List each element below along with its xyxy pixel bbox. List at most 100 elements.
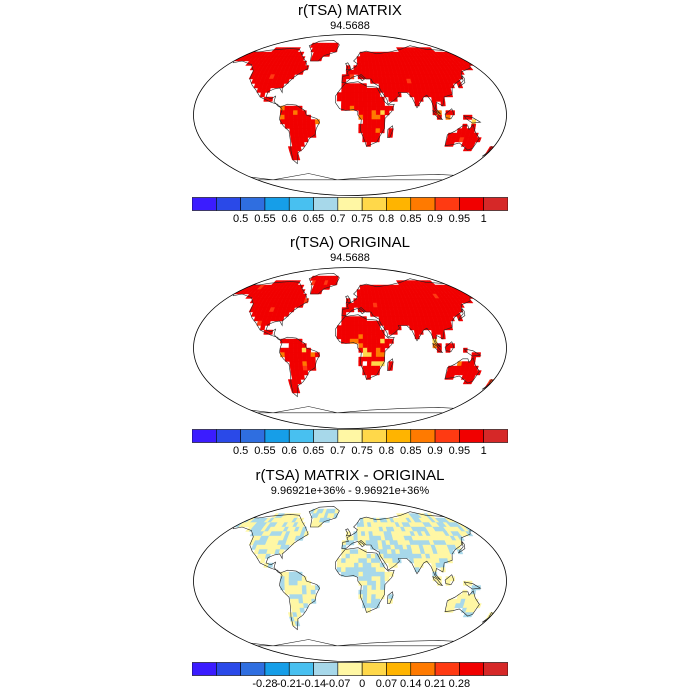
coastline-south-america <box>279 103 320 165</box>
colorbar-tick-label: 0 <box>359 678 366 690</box>
colorbar-tick-label: 0.8 <box>378 213 395 225</box>
data-cells <box>230 508 495 627</box>
colorbar-swatch <box>192 662 217 676</box>
map-panel-original: r(TSA) ORIGINAL 94.5688 0.5 0.55 0.6 0.65 0.… <box>0 232 700 462</box>
world-map <box>193 500 507 662</box>
colorbar-swatch <box>483 429 508 443</box>
coastline-africa <box>334 81 395 147</box>
colorbar-swatch <box>361 662 387 676</box>
colorbar-swatch <box>313 429 339 443</box>
colorbar-swatch <box>313 197 339 211</box>
colorbar-tick-labels: 0.5 0.55 0.6 0.65 0.7 0.75 0.8 0.85 0.9 0.95 1 <box>0 213 700 227</box>
colorbar-tick-label: 0.5 <box>232 445 249 457</box>
coastline-eurasia <box>341 45 475 115</box>
colorbar-tick-label: 0.6 <box>281 445 297 457</box>
colorbar-tick-label: 0.85 <box>400 445 422 457</box>
coastline-south-america <box>279 336 320 398</box>
colorbar-tick-label: 0.65 <box>302 213 325 225</box>
coastline-antarctica <box>226 639 472 647</box>
coastline-japan <box>458 541 466 554</box>
coastline-japan <box>458 308 466 321</box>
colorbar-tick-label: 0.8 <box>378 445 395 457</box>
colorbar-tick-label: 0.7 <box>330 213 346 225</box>
colorbar-tick-label: -0.14 <box>300 678 327 690</box>
colorbar-swatch <box>288 197 314 211</box>
map-panel-difference: r(TSA) MATRIX - ORIGINAL 9.96921e+36% - … <box>0 465 700 700</box>
colorbar-swatch <box>410 662 436 676</box>
panel-title: r(TSA) MATRIX - ORIGINAL <box>255 467 445 484</box>
coastline-japan <box>458 75 466 88</box>
coastline-north-america <box>232 514 309 575</box>
coastline-new-guinea <box>463 115 482 124</box>
colorbar-swatch <box>192 197 217 211</box>
coastlines <box>226 505 496 647</box>
coastline-africa <box>334 314 395 380</box>
colorbar-tick-label: -0.07 <box>325 678 351 690</box>
colorbar-tick-label: 0.65 <box>302 445 325 457</box>
colorbar-swatch <box>434 662 460 676</box>
coastline-new-guinea <box>463 581 482 590</box>
colorbar-swatch <box>483 662 508 676</box>
colorbar-tick-label: 0.9 <box>427 445 443 457</box>
colorbar-swatch <box>386 197 412 211</box>
map-border <box>193 267 507 429</box>
colorbar-tick-label: 1 <box>480 213 487 225</box>
coastline-sumatra <box>432 109 444 121</box>
colorbar-swatch <box>361 429 387 443</box>
colorbar-swatch <box>337 197 363 211</box>
colorbar-tick-labels: 0.5 0.55 0.6 0.65 0.7 0.75 0.8 0.85 0.9 0.95 1 <box>0 445 700 459</box>
colorbar-tick-label: 0.6 <box>281 213 297 225</box>
colorbar-tick-label: 0.75 <box>351 213 373 225</box>
coastline-antarctica <box>226 406 472 414</box>
world-map <box>193 267 507 429</box>
panel-subtitle: 94.5688 <box>330 252 370 264</box>
colorbar-swatch <box>410 429 436 443</box>
coastline-uk <box>345 62 352 71</box>
coastline-greenland <box>308 39 340 62</box>
colorbar-swatch <box>288 662 314 676</box>
coastline-madagascar <box>386 591 394 604</box>
coastline-greenland <box>308 272 340 295</box>
panel-title: r(TSA) ORIGINAL <box>289 234 410 251</box>
colorbar-swatch <box>337 429 363 443</box>
colorbar-swatch <box>410 197 436 211</box>
world-map <box>193 34 507 196</box>
coastline-uk <box>345 295 352 304</box>
coastline-borneo <box>444 108 455 119</box>
colorbar-tick-label: 0.28 <box>448 678 471 690</box>
colorbar-swatch <box>313 662 339 676</box>
colorbar-swatch <box>216 197 241 211</box>
colorbar-swatch <box>264 429 290 443</box>
coastline-africa <box>334 547 395 613</box>
coastlines <box>226 39 496 181</box>
colorbar-swatch <box>459 429 484 443</box>
colorbar-tick-label: 0.55 <box>254 213 276 225</box>
colorbar-tick-label: 0.55 <box>254 445 276 457</box>
coastline-sumatra <box>432 342 444 354</box>
map-border <box>193 500 507 662</box>
colorbar-swatch <box>264 662 290 676</box>
colorbar-swatch <box>288 429 314 443</box>
panel-subtitle: 94.5688 <box>330 20 370 32</box>
colorbar-swatch <box>483 197 508 211</box>
coastline-south-america <box>279 569 320 631</box>
coastline-sumatra <box>432 575 444 587</box>
colorbar-swatch <box>459 662 484 676</box>
colorbar-swatch <box>434 429 460 443</box>
coastline-borneo <box>444 341 455 352</box>
colorbar-swatch <box>361 197 387 211</box>
coastline-new-guinea <box>463 348 482 357</box>
colorbar-swatch <box>240 429 266 443</box>
coastline-madagascar <box>386 358 394 371</box>
coastline-australia <box>444 124 480 151</box>
colorbar-swatch <box>216 662 241 676</box>
colorbar-tick-label: 0.95 <box>448 213 471 225</box>
coastline-eurasia <box>341 511 475 581</box>
colorbar <box>192 429 508 443</box>
colorbar-tick-label: 0.85 <box>400 213 422 225</box>
colorbar-swatch <box>264 197 290 211</box>
coastline-madagascar <box>386 125 394 138</box>
colorbar-swatch <box>192 429 217 443</box>
colorbar-tick-label: 0.21 <box>424 678 446 690</box>
coastline-north-america <box>232 281 309 342</box>
